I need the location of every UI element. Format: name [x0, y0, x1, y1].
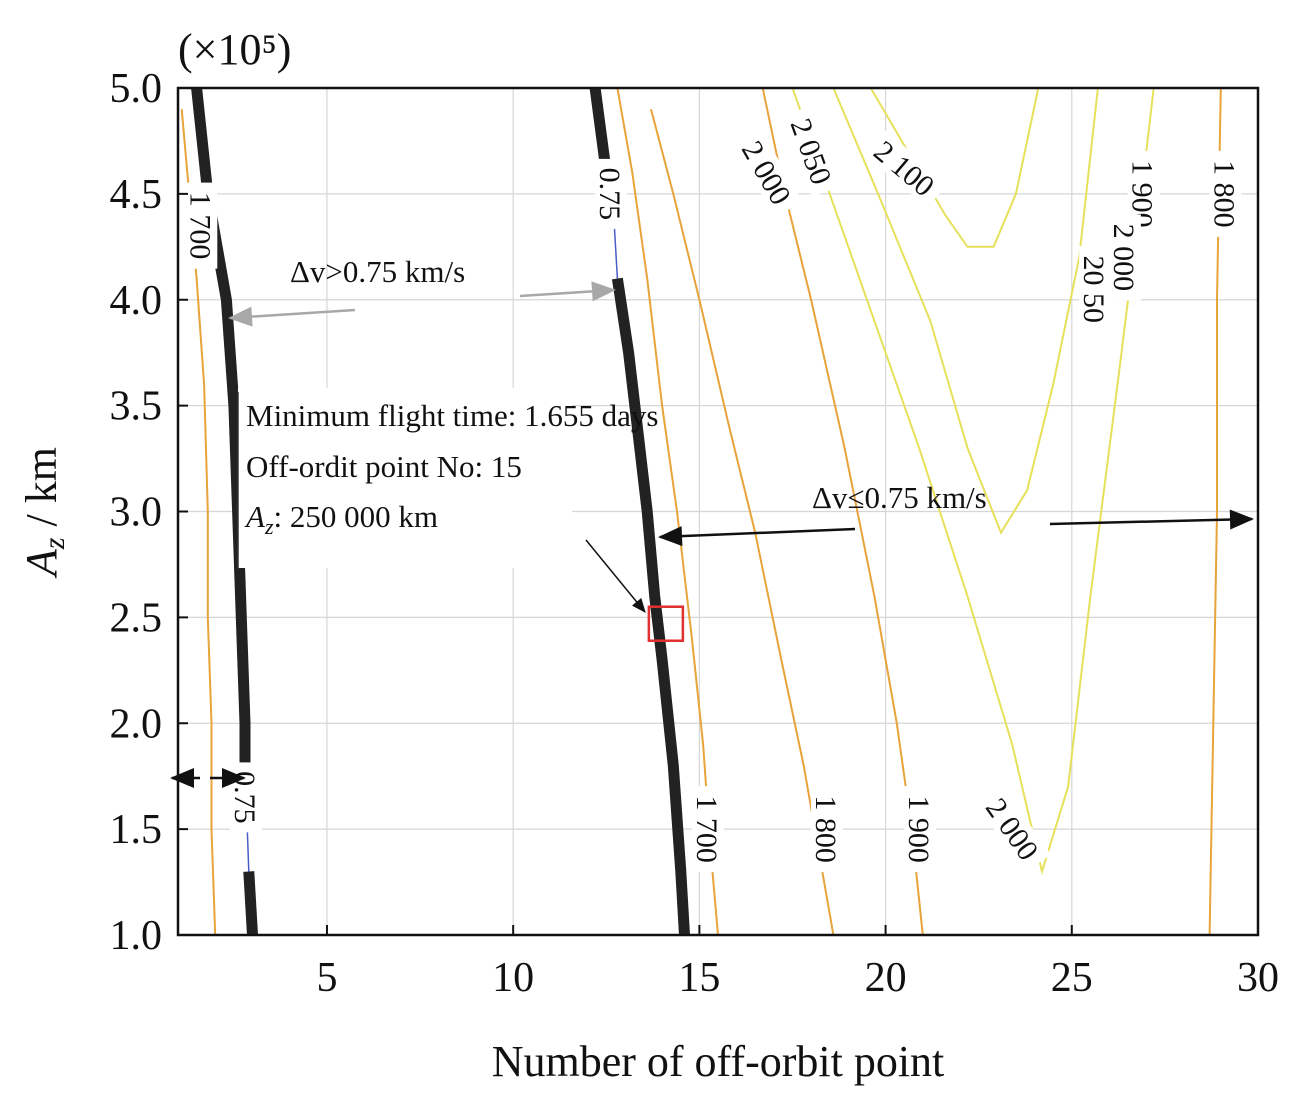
contour-label: 1 800 [809, 795, 842, 863]
x-tick-label: 10 [492, 955, 534, 1001]
annotation-dv-low: Δv≤0.75 km/s [812, 480, 987, 515]
contour-label-bg [691, 786, 724, 873]
contour-label: 1 800 [1208, 160, 1241, 228]
contour-label: 2 000 [735, 135, 797, 210]
x-tick-label: 30 [1237, 955, 1279, 1001]
annotation-dv-high: Δv>0.75 km/s [290, 254, 465, 289]
y-tick-label: 1.5 [110, 807, 163, 853]
black-arrow-left [658, 526, 856, 547]
contour-label-group: 20 50 [1077, 246, 1112, 333]
annotations: Δv>0.75 km/s Δv≤0.75 km/s Minimum flight… [170, 254, 1254, 788]
y-axis-title-letter: A [17, 548, 66, 579]
contour-label-bg [731, 126, 803, 218]
y-axis-multiplier: (×10⁵) [178, 25, 291, 74]
contour-label-bg [185, 182, 218, 269]
contour-label-group: 1 700 [183, 182, 218, 269]
contour-label: 0.75 [593, 168, 626, 221]
y-axis-title-subscript: z [38, 537, 71, 550]
contour-label-bg [595, 158, 627, 229]
contour-label-group: 1 700 [690, 786, 724, 873]
contour-label-group: 0.75 [593, 158, 627, 229]
y-tick-label: 4.5 [110, 172, 163, 218]
contour-label: 1 700 [183, 192, 216, 260]
contour-line [791, 87, 1155, 876]
y-axis-title: Az / km [17, 447, 71, 579]
contour-label: 1 700 [690, 795, 723, 863]
contour-label-bg [904, 786, 937, 873]
y-tick-label: 1.0 [110, 913, 163, 959]
annotation-az-rest: : 250 000 km [274, 499, 438, 534]
contour-label: 20 50 [1077, 255, 1110, 323]
y-tick-label: 4.0 [110, 278, 163, 324]
boundary-thick-line [589, 87, 612, 174]
contour-label: 2 000 [1107, 224, 1140, 292]
contour-label-bg [1209, 150, 1242, 237]
boundary-thick-line [611, 277, 690, 936]
contour-label-group: 1 800 [1208, 150, 1242, 237]
y-tick-label: 2.0 [110, 701, 163, 747]
annotation-az-value: Az: 250 000 km [244, 499, 438, 539]
contour-label: 2 050 [784, 114, 838, 189]
y-tick-label: 5.0 [110, 66, 163, 112]
gray-arrow-right [519, 281, 616, 302]
y-tick-label: 2.5 [110, 595, 163, 641]
annotation-az-subscript: z [264, 514, 274, 539]
optimum-marker [647, 605, 685, 642]
contour-label-group: 0.75 [228, 762, 262, 833]
y-axis-title-unit: / km [17, 447, 66, 537]
contour-label: 1 900 [902, 795, 935, 863]
contour-line [832, 87, 1099, 535]
y-tick-label: 3.5 [110, 384, 163, 430]
axis-ticks: 5 10 15 20 25 30 1.0 1.5 2.0 2.5 3.0 3.5 4.0 4.5 5.0 [110, 66, 1280, 1001]
x-tick-label: 25 [1051, 955, 1093, 1001]
annotation-off-orbit-point: Off-ordit point No: 15 [246, 449, 522, 484]
contour-label-bg [861, 127, 949, 208]
black-arrow-right [1049, 509, 1254, 530]
x-tick-label: 20 [865, 955, 907, 1001]
x-axis-title: Number of off-orbit point [492, 1037, 945, 1086]
annotation-az-letter: A [244, 499, 266, 534]
contour-label-bg [1079, 246, 1112, 333]
boundary-thick-line [243, 871, 258, 936]
contour-label-group: 1 900 [902, 786, 937, 873]
y-tick-label: 3.0 [110, 490, 163, 536]
gray-arrow-left [228, 306, 356, 327]
contour-label-group: 2 000 [1107, 214, 1141, 301]
contour-label-bg [975, 784, 1051, 873]
annotation-min-flight-time: Minimum flight time: 1.655 days [246, 398, 658, 433]
x-tick-label: 5 [316, 955, 337, 1001]
optimum-pointer-arrow [585, 539, 646, 613]
x-tick-label: 15 [678, 955, 720, 1001]
contour-label-group: 2 100 [861, 127, 949, 208]
info-box-background [238, 388, 572, 568]
contour-label-group: 1 800 [809, 786, 843, 873]
contour-label-bg [782, 105, 842, 198]
contour-label-bg [1108, 214, 1141, 301]
contour-label-bg [811, 786, 843, 873]
